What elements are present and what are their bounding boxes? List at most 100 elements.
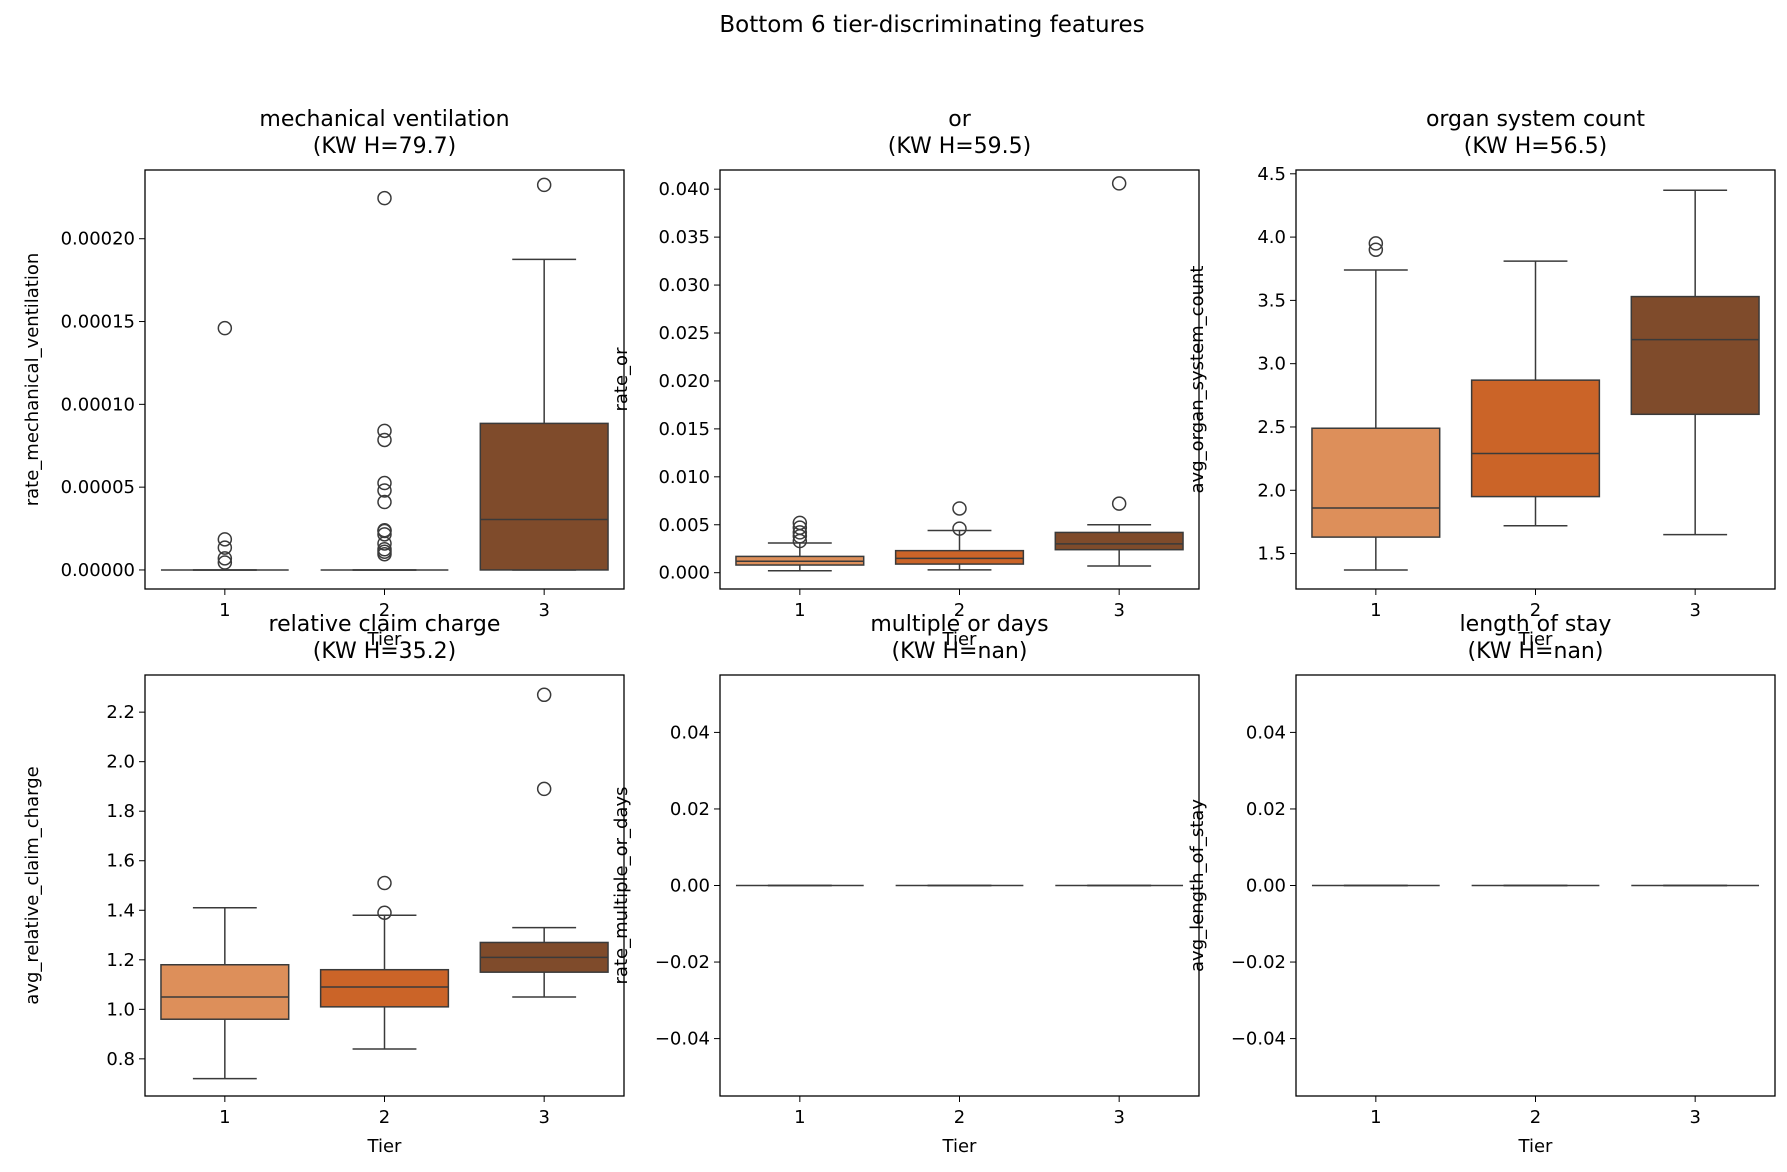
subplot-4: relative claim charge(KW H=35.2) 0.8 1.0 1.…	[22, 612, 625, 1157]
box-body	[1054, 531, 1184, 551]
y-tick-label: 1.8	[106, 801, 135, 822]
subplot-subtitle: (KW H=nan)	[1468, 639, 1604, 664]
y-tick-label: −0.04	[1231, 1029, 1286, 1050]
outlier-point	[217, 532, 233, 547]
subplot-title: or	[948, 107, 971, 132]
y-tick-label: 0.04	[670, 722, 710, 743]
x-axis-label: Tier	[942, 1136, 978, 1157]
x-tick-label: 3	[1113, 1107, 1124, 1128]
box-tier-3	[1054, 176, 1184, 567]
y-axis-label: rate_mechanical_ventilation	[22, 253, 43, 507]
y-tick-label: 1.6	[106, 851, 135, 872]
subplot-6: length of stay(KW H=nan) −0.04 −0.02 0.00 0.…	[1187, 612, 1776, 1157]
box-tier-2	[320, 190, 449, 571]
axes-frame	[144, 169, 625, 590]
axes-frame	[719, 169, 1200, 590]
subplot-title: mechanical ventilation	[259, 107, 509, 132]
axes-frame	[1295, 674, 1776, 1097]
outlier-point	[217, 555, 233, 570]
outlier-point	[952, 521, 967, 536]
box-tier-2	[1470, 260, 1601, 527]
box-tier-3	[479, 177, 609, 571]
y-tick-label: 0.00015	[61, 312, 135, 333]
outlier-point	[377, 494, 392, 510]
x-axis-label: Tier	[942, 629, 978, 650]
outlier-point	[377, 875, 392, 891]
x-tick-label: 1	[1370, 600, 1381, 621]
x-axis-label: Tier	[1518, 1136, 1554, 1157]
outlier-point	[1111, 496, 1127, 511]
outlier-point	[536, 687, 552, 703]
y-tick-label: 0.00005	[61, 477, 135, 498]
box-tier-1	[735, 515, 865, 572]
y-tick-label: −0.04	[655, 1029, 710, 1050]
y-tick-label: 1.0	[106, 999, 135, 1020]
y-tick-label: 0.00010	[61, 394, 135, 415]
subplot-1: mechanical ventilation(KW H=79.7) 0.00000…	[22, 107, 625, 650]
box-tier-1	[160, 907, 290, 1080]
y-tick-label: 1.5	[1257, 544, 1286, 565]
x-tick-label: 1	[219, 1107, 230, 1128]
axes-frame	[144, 674, 625, 1097]
y-tick-label: 0.000	[658, 563, 710, 584]
x-tick-label: 3	[538, 1107, 549, 1128]
y-tick-label: 0.00	[1246, 876, 1286, 897]
axes-frame	[1295, 169, 1776, 590]
subplot-subtitle: (KW H=35.2)	[313, 639, 457, 664]
y-tick-label: 1.2	[106, 950, 135, 971]
box-tier-2	[319, 875, 450, 1050]
subplot-subtitle: (KW H=56.5)	[1464, 134, 1608, 159]
y-tick-label: −0.02	[655, 952, 710, 973]
x-tick-label: 2	[954, 600, 965, 621]
y-tick-label: 0.015	[658, 419, 710, 440]
outlier-point	[377, 475, 392, 491]
y-tick-label: 0.020	[658, 371, 710, 392]
y-tick-label: 0.8	[106, 1049, 135, 1070]
y-tick-label: 0.010	[658, 467, 710, 488]
box-body	[479, 422, 609, 571]
box-body	[1470, 379, 1601, 498]
outlier-point	[377, 542, 392, 557]
outlier-point	[792, 525, 808, 540]
subplot-subtitle: (KW H=59.5)	[888, 134, 1032, 159]
outlier-point	[536, 177, 552, 193]
outlier-point	[1111, 176, 1127, 191]
outlier-point	[377, 483, 392, 498]
x-tick-label: 1	[1370, 1107, 1381, 1128]
subplot-subtitle: (KW H=79.7)	[313, 134, 457, 159]
outlier-point	[792, 520, 808, 535]
y-tick-label: 0.00	[670, 876, 710, 897]
y-tick-label: 0.040	[658, 179, 710, 200]
outlier-point	[217, 320, 233, 336]
y-tick-label: 0.00020	[61, 229, 135, 250]
x-tick-label: 3	[1689, 1107, 1700, 1128]
y-tick-label: 0.030	[658, 275, 710, 296]
x-axis-label: Tier	[1518, 629, 1554, 650]
y-tick-label: 0.02	[1246, 799, 1286, 820]
outlier-point	[377, 432, 392, 448]
y-tick-label: 2.0	[106, 752, 135, 773]
box-tier-1	[160, 320, 289, 571]
y-axis-label: avg_length_of_stay	[1187, 799, 1208, 972]
figure-title: Bottom 6 tier-discriminating features	[719, 12, 1144, 38]
x-axis-label: Tier	[367, 629, 403, 650]
y-tick-label: 2.5	[1257, 417, 1286, 438]
outlier-point	[1368, 242, 1384, 257]
x-tick-label: 1	[219, 600, 230, 621]
axes-frame	[719, 674, 1200, 1097]
subplot-5: multiple or days(KW H=nan) −0.04 −0.02 0.00…	[611, 612, 1200, 1157]
subplot-subtitle: (KW H=nan)	[892, 639, 1028, 664]
y-tick-label: 0.025	[658, 323, 710, 344]
y-tick-label: 2.0	[1257, 480, 1286, 501]
y-tick-label: 2.2	[106, 702, 135, 723]
subplot-title: length of stay	[1460, 612, 1612, 637]
box-body	[319, 968, 450, 1008]
outlier-point	[1368, 236, 1384, 251]
box-tier-3	[1630, 189, 1760, 536]
y-axis-label: avg_relative_claim_charge	[22, 766, 43, 1004]
outlier-point	[792, 515, 808, 531]
x-tick-label: 2	[379, 1107, 390, 1128]
x-tick-label: 3	[1113, 600, 1124, 621]
x-tick-label: 2	[1530, 600, 1541, 621]
box-tier-3	[479, 687, 609, 998]
